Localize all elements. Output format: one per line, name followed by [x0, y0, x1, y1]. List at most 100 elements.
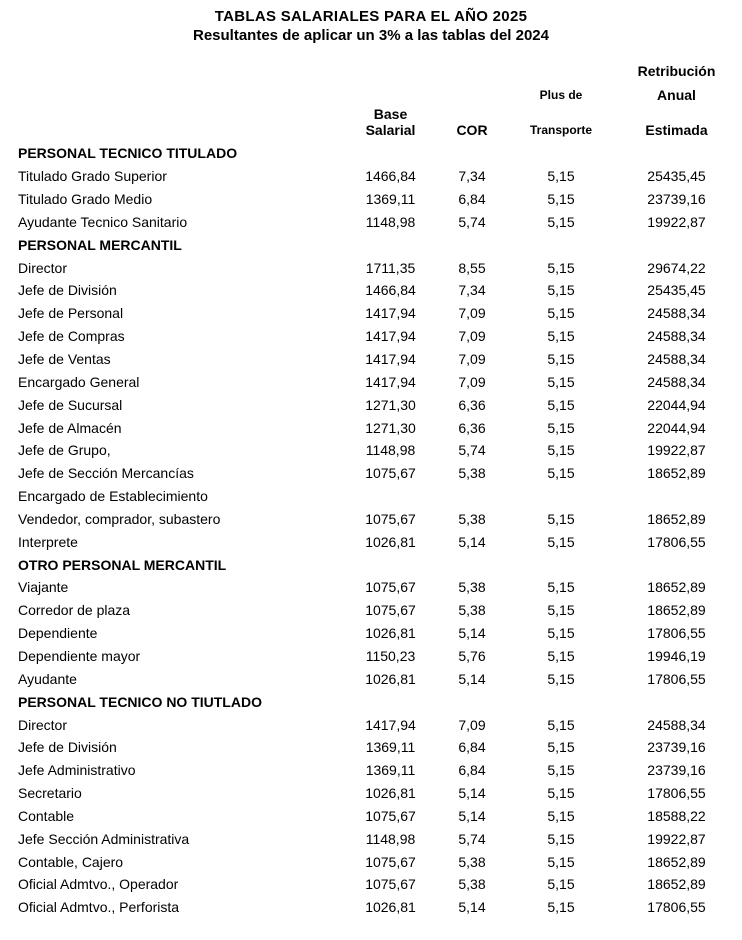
base-value: 1417,94: [365, 373, 416, 390]
plus-value: 5,15: [547, 442, 575, 459]
table-row: Secretario 1026,81 5,14 5,15 17806,55: [0, 782, 742, 805]
column-header-cor: COR: [433, 122, 511, 138]
cor-value: 8,55: [458, 259, 486, 276]
plus-value: 5,15: [547, 305, 575, 322]
cor-value: 5,76: [458, 647, 486, 664]
cor-value: 5,14: [458, 807, 486, 824]
cor-value: 5,38: [458, 510, 486, 527]
category-label: Encargado General: [18, 373, 140, 390]
plus-value: 5,15: [547, 168, 575, 185]
anual-value: 22044,94: [647, 396, 706, 413]
table-row: Jefe de Ventas 1417,94 7,09 5,15 24588,34: [0, 348, 742, 371]
base-value: 1075,67: [365, 510, 416, 527]
table-row: Oficial Admtvo., Operador 1075,67 5,38 5,15…: [0, 873, 742, 896]
column-header-base-line2: Salarial: [365, 122, 416, 138]
category-label: Contable, Cajero: [18, 853, 124, 870]
table-row: Titulado Grado Superior 1466,84 7,34 5,15 25…: [0, 165, 742, 188]
section-header-row: PERSONAL MERCANTIL: [0, 233, 742, 256]
column-header-plus-line1: Plus de: [539, 88, 583, 102]
category-label: Corredor de plaza: [18, 602, 131, 619]
table-header: Base Salarial COR Plus de Transporte Ret…: [0, 63, 742, 138]
table-row: Jefe de Compras 1417,94 7,09 5,15 24588,34: [0, 325, 742, 348]
base-value: 1369,11: [365, 762, 416, 779]
plus-value: 5,15: [547, 373, 575, 390]
column-header-base-salarial: Base Salarial: [348, 106, 433, 138]
table-row: Jefe Sección Administrativa 1148,98 5,74 5,…: [0, 827, 742, 850]
anual-value: 18652,89: [647, 510, 706, 527]
anual-value: 25435,45: [647, 282, 706, 299]
document-title: TABLAS SALARIALES PARA EL AÑO 2025: [214, 8, 528, 25]
plus-value: 5,15: [547, 396, 575, 413]
cor-value: 5,14: [458, 625, 486, 642]
anual-value: 18588,22: [647, 807, 706, 824]
table-row: Contable 1075,67 5,14 5,15 18588,22: [0, 804, 742, 827]
base-value: 1026,81: [365, 899, 416, 916]
plus-value: 5,15: [547, 213, 575, 230]
category-label: Jefe de Sección Mercancías: [18, 465, 194, 482]
anual-value: 18652,89: [647, 602, 706, 619]
category-label: Ayudante Tecnico Sanitario: [18, 213, 188, 230]
plus-value: 5,15: [547, 282, 575, 299]
plus-value: 5,15: [547, 762, 575, 779]
table-row: Director 1711,35 8,55 5,15 29674,22: [0, 256, 742, 279]
table-row: Jefe de División 1369,11 6,84 5,15 23739,16: [0, 736, 742, 759]
category-label: Jefe de Sucursal: [18, 396, 123, 413]
plus-value: 5,15: [547, 191, 575, 208]
anual-value: 19946,19: [647, 647, 706, 664]
anual-value: 19922,87: [647, 213, 706, 230]
anual-value: 17806,55: [647, 785, 706, 802]
anual-value: 17806,55: [647, 899, 706, 916]
column-header-retribucion-line1: Retribución: [637, 63, 716, 79]
section-header-row: OTRO PERSONAL MERCANTIL: [0, 553, 742, 576]
table-row: Contable, Cajero 1075,67 5,38 5,15 18652,89: [0, 850, 742, 873]
cor-value: 7,34: [458, 168, 486, 185]
base-value: 1075,67: [365, 876, 416, 893]
plus-value: 5,15: [547, 716, 575, 733]
anual-value: 23739,16: [647, 191, 706, 208]
table-row: Jefe de Sucursal 1271,30 6,36 5,15 22044,94: [0, 393, 742, 416]
category-label: Oficial Admtvo., Operador: [18, 876, 179, 893]
anual-value: 25435,45: [647, 168, 706, 185]
table-row: Encargado General 1417,94 7,09 5,15 24588,34: [0, 370, 742, 393]
category-label: Interprete: [18, 533, 78, 550]
cor-value: 7,34: [458, 282, 486, 299]
cor-value: 5,14: [458, 670, 486, 687]
category-label: Ayudante: [18, 670, 77, 687]
table-row: Director 1417,94 7,09 5,15 24588,34: [0, 713, 742, 736]
column-header-plus-transporte: Plus de Transporte: [511, 87, 611, 138]
plus-value: 5,15: [547, 670, 575, 687]
category-label: Viajante: [18, 579, 69, 596]
table-row: Encargado de Establecimiento: [0, 485, 742, 508]
base-value: 1148,98: [365, 213, 416, 230]
category-label: Dependiente: [18, 625, 98, 642]
plus-value: 5,15: [547, 533, 575, 550]
category-label: Dependiente mayor: [18, 647, 141, 664]
column-header-retribucion-line2: Anual: [657, 87, 696, 103]
category-label: Contable: [18, 807, 75, 824]
base-value: 1075,67: [365, 853, 416, 870]
base-value: 1417,94: [365, 328, 416, 345]
anual-value: 24588,34: [647, 373, 706, 390]
category-label: Jefe de Personal: [18, 305, 124, 322]
category-label: Encargado de Establecimiento: [18, 488, 208, 505]
table-row: Dependiente 1026,81 5,14 5,15 17806,55: [0, 622, 742, 645]
section-header-row: PERSONAL TECNICO TITULADO: [0, 142, 742, 165]
anual-value: 17806,55: [647, 625, 706, 642]
table-row: Ayudante Tecnico Sanitario 1148,98 5,74 5,1…: [0, 211, 742, 234]
cor-value: 5,74: [458, 830, 486, 847]
base-value: 1075,67: [365, 602, 416, 619]
anual-value: 19922,87: [647, 830, 706, 847]
cor-value: 5,74: [458, 213, 486, 230]
category-label: OTRO PERSONAL MERCANTIL: [18, 556, 227, 573]
plus-value: 5,15: [547, 602, 575, 619]
base-value: 1026,81: [365, 785, 416, 802]
base-value: 1075,67: [365, 579, 416, 596]
table-row: Jefe Administrativo 1369,11 6,84 5,15 23739,…: [0, 759, 742, 782]
base-value: 1369,11: [365, 739, 416, 756]
column-header-cor-label: COR: [456, 122, 488, 138]
plus-value: 5,15: [547, 853, 575, 870]
category-label: PERSONAL TECNICO TITULADO: [18, 145, 238, 162]
cor-value: 7,09: [458, 351, 486, 368]
anual-value: 24588,34: [647, 305, 706, 322]
